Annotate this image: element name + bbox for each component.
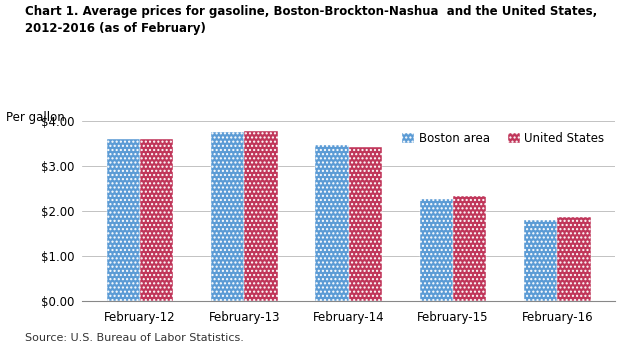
- Bar: [349, 147, 382, 301]
- Text: Chart 1. Average prices for gasoline, Boston-Brockton-Nashua  and the United Sta: Chart 1. Average prices for gasoline, Bo…: [25, 5, 598, 18]
- Bar: [453, 196, 486, 301]
- Text: 2012-2016 (as of February): 2012-2016 (as of February): [25, 22, 206, 36]
- Bar: [557, 217, 591, 301]
- Bar: [524, 220, 557, 301]
- Bar: [315, 145, 349, 301]
- Bar: [420, 199, 453, 301]
- Bar: [244, 131, 278, 301]
- Bar: [107, 139, 140, 301]
- Bar: [211, 132, 244, 301]
- Text: Per gallon: Per gallon: [6, 111, 65, 124]
- Legend: Boston area, United States: Boston area, United States: [398, 127, 609, 149]
- Text: Source: U.S. Bureau of Labor Statistics.: Source: U.S. Bureau of Labor Statistics.: [25, 333, 244, 343]
- Bar: [140, 139, 174, 301]
